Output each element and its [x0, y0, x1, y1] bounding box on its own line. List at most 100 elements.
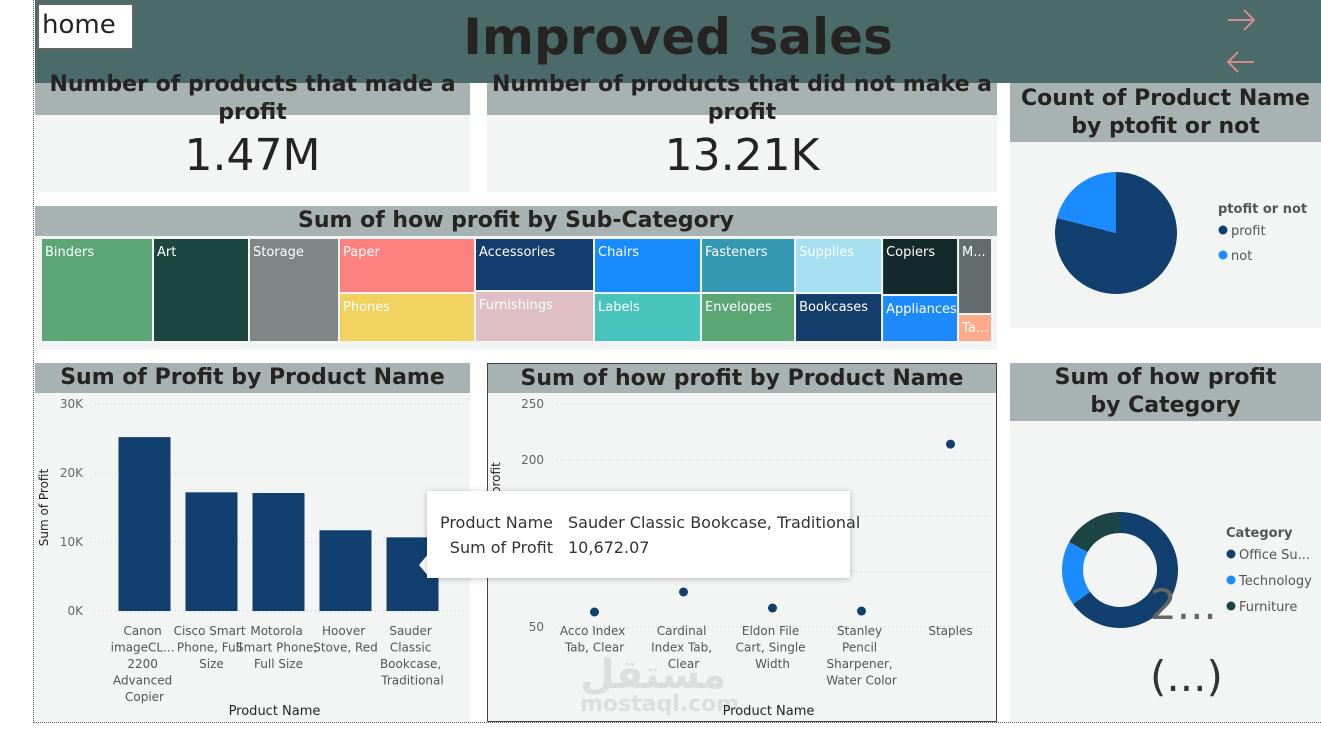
y-tick-label: 50 — [529, 620, 544, 634]
bar — [319, 530, 372, 611]
treemap-cell — [959, 239, 991, 314]
legend-marker — [1226, 549, 1236, 559]
treemap-label: Art — [157, 245, 176, 260]
treemap-label: Labels — [598, 300, 640, 315]
treemap-cell — [796, 239, 882, 293]
data-label: (...) — [1150, 652, 1223, 701]
nav-arrows[interactable] — [1220, 6, 1260, 78]
legend-label: Office Su... — [1239, 548, 1310, 563]
scatter-point — [857, 606, 866, 616]
chart-title: Sum of how profit by Category — [1010, 363, 1321, 421]
bar — [118, 437, 171, 611]
treemap-label: Ta... — [961, 321, 988, 336]
header-bar — [35, 0, 1321, 83]
x-tick-label: Cardinal Index Tab, Clear — [651, 624, 716, 671]
treemap-label: Accessories — [479, 245, 555, 260]
chart-title: Count of Product Name by ptofit or not — [1010, 83, 1321, 142]
tooltip-value: 10,672.07 — [568, 538, 650, 557]
treemap-cell — [959, 315, 991, 341]
y-tick-label: 0K — [67, 604, 84, 618]
x-tick-label: Acco Index Tab, Clear — [560, 624, 629, 655]
treemap-label: Envelopes — [705, 300, 772, 315]
treemap-label: Paper — [343, 245, 380, 260]
tooltip-pointer — [419, 553, 429, 577]
legend-marker — [1218, 225, 1228, 235]
treemap-cell — [475, 292, 594, 341]
bar — [185, 492, 238, 611]
legend-marker — [1226, 575, 1236, 585]
x-tick-label: Eldon File Cart, Single Width — [736, 624, 810, 671]
x-tick-label: Stanley Pencil Sharpener, Water Color — [826, 624, 897, 688]
y-axis-title: Sum of Profit — [37, 469, 51, 547]
home-button[interactable]: home — [37, 3, 134, 50]
treemap-label: Appliances — [886, 302, 957, 317]
page-frame — [33, 0, 1321, 723]
treemap-label: Bookcases — [799, 300, 868, 315]
data-label: 2... — [1150, 580, 1217, 629]
chart-title: Sum of how profit by Product Name — [488, 364, 996, 393]
y-tick-label: 200 — [521, 453, 544, 467]
tooltip-label: Sum of Profit — [449, 538, 553, 557]
legend-label: Furniture — [1239, 600, 1297, 615]
legend-title: ptofit or not — [1218, 202, 1307, 217]
treemap-cell — [595, 239, 701, 293]
card-value: 13.21K — [664, 130, 820, 181]
treemap-label: Fasteners — [705, 245, 768, 260]
y-tick-label: 250 — [521, 397, 544, 411]
treemap-cell — [883, 239, 958, 295]
x-tick-label: Canon imageCL... 2200 Advanced Copier — [111, 624, 179, 704]
x-tick-label: Sauder Classic Bookcase, Traditional — [380, 624, 445, 688]
bar — [252, 493, 305, 611]
page-title: Improved sales — [463, 8, 893, 66]
y-tick-label: 10K — [60, 535, 84, 549]
scatter-point — [946, 439, 955, 449]
tooltip: Product Name Sauder Classic Bookcase, Tra… — [427, 491, 860, 578]
legend-title: Category — [1226, 526, 1293, 541]
donut-slice — [1069, 512, 1120, 553]
y-tick-label: 20K — [60, 466, 84, 480]
treemap-label: Chairs — [598, 245, 639, 260]
x-tick-label: Motorola Smart Phone, Full Size — [236, 624, 321, 671]
legend-label: Technology — [1238, 574, 1312, 589]
treemap-label: Storage — [253, 245, 304, 260]
legend-marker — [1218, 250, 1228, 260]
legend-label: not — [1231, 249, 1252, 264]
treemap-cell — [339, 239, 474, 293]
chart-title: Sum of how profit by Sub-Category — [35, 206, 997, 236]
tooltip-label: Product Name — [439, 513, 553, 532]
legend-marker — [1226, 601, 1236, 611]
treemap-cell — [595, 294, 701, 341]
donut-slice — [1062, 542, 1091, 605]
treemap-label: Binders — [45, 245, 94, 260]
chart-title: Sum of Profit by Product Name — [35, 363, 470, 393]
treemap-cell — [883, 296, 958, 341]
x-tick-label: Hoover Stove, Red — [313, 624, 378, 655]
scatter-point — [679, 587, 688, 597]
treemap-label: Supplies — [799, 245, 854, 260]
treemap-cell — [475, 239, 594, 291]
y-tick-label: 30K — [60, 397, 84, 411]
x-tick-label: Staples — [928, 624, 972, 638]
treemap-cell — [249, 239, 338, 341]
treemap-cell — [796, 294, 882, 341]
legend-label: profit — [1231, 224, 1266, 239]
treemap-cell — [702, 293, 795, 341]
watermark: mostaql.com — [580, 692, 740, 717]
treemap-cell — [42, 239, 153, 341]
x-axis-title: Product Name — [229, 704, 321, 719]
donut-slice — [1073, 512, 1178, 628]
tooltip-value: Sauder Classic Bookcase, Traditional — [568, 513, 861, 532]
treemap-cell — [154, 239, 248, 341]
watermark: مستقل — [580, 652, 727, 698]
treemap-label: Copiers — [886, 245, 935, 260]
treemap-label: Phones — [343, 300, 390, 315]
card-body — [487, 115, 997, 192]
treemap-cell — [339, 294, 474, 341]
treemap-label: Furnishings — [479, 298, 553, 313]
x-tick-label: Cisco Smart Phone, Full Size — [174, 624, 250, 671]
card-value: 1.47M — [184, 130, 321, 181]
x-axis-title: Product Name — [723, 704, 815, 719]
pie-slice — [1056, 172, 1116, 233]
